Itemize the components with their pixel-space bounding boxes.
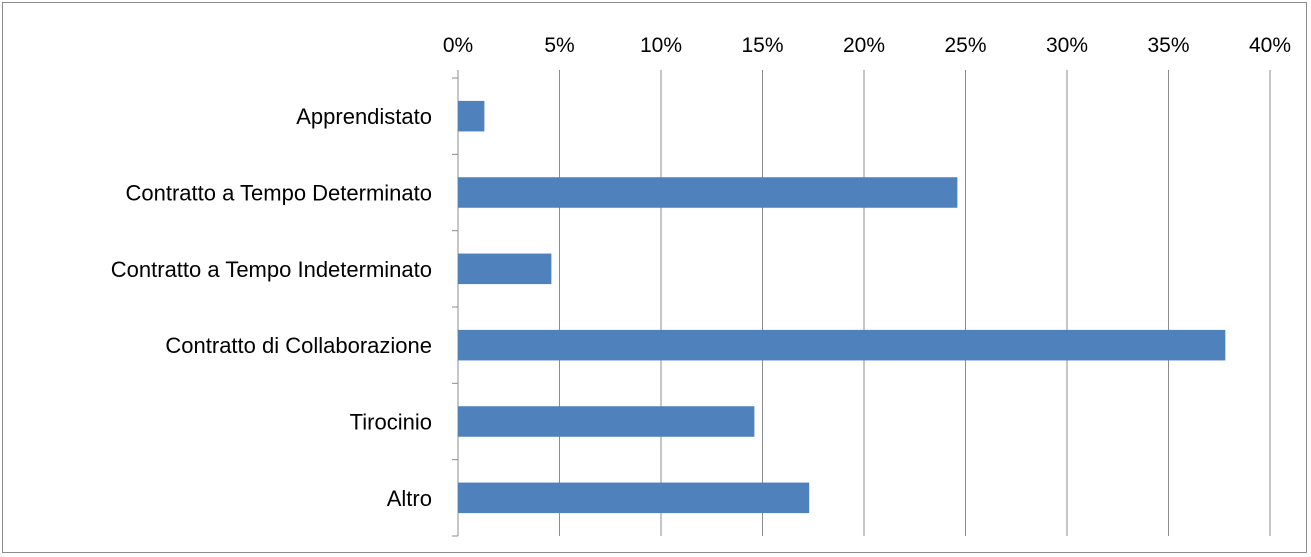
category-labels: Apprendistato Contratto a Tempo Determina…: [111, 104, 432, 511]
category-label: Apprendistato: [296, 104, 432, 129]
bar: [458, 329, 1226, 361]
category-label: Contratto a Tempo Determinato: [125, 181, 432, 206]
x-tick-label: 15%: [741, 34, 783, 57]
category-label: Altro: [387, 486, 432, 511]
bar: [458, 100, 485, 132]
bar: [458, 482, 810, 514]
bars: [458, 100, 1226, 514]
x-tick-label: 0%: [443, 34, 473, 57]
bar: [458, 177, 958, 208]
x-tick-label: 10%: [640, 34, 682, 57]
grid-lines: [457, 70, 1271, 536]
x-tick-label: 25%: [944, 34, 986, 57]
axes: [452, 77, 459, 537]
bar: [458, 406, 755, 437]
bar: [458, 253, 552, 285]
category-label: Contratto a Tempo Indeterminato: [111, 257, 432, 282]
category-label: Contratto di Collaborazione: [165, 333, 432, 358]
x-tick-label: 20%: [843, 34, 885, 57]
x-tick-label: 40%: [1249, 34, 1291, 57]
x-tick-label: 30%: [1046, 34, 1088, 57]
x-tick-labels: 0% 5% 10% 15% 20% 25% 30% 35% 40%: [443, 34, 1291, 57]
category-label: Tirocinio: [350, 410, 432, 435]
x-tick-label: 35%: [1147, 34, 1189, 57]
x-tick-label: 5%: [544, 34, 574, 57]
